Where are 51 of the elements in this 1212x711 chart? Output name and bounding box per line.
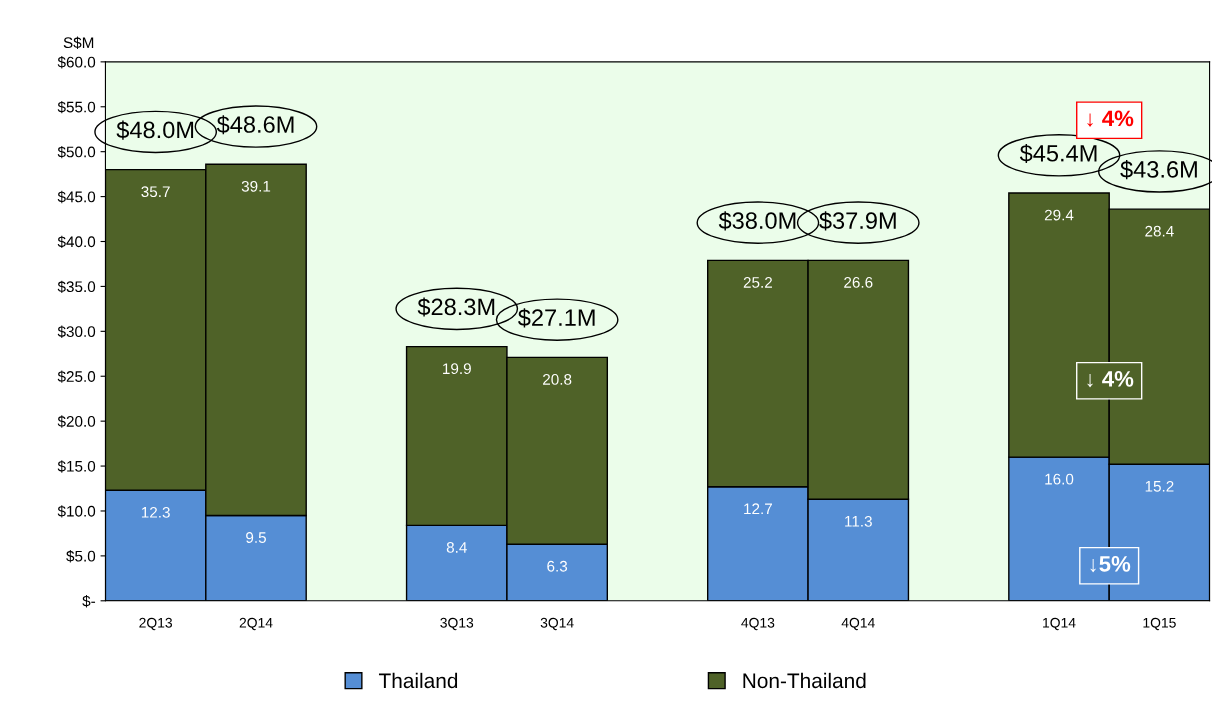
y-tick-label: $45.0 <box>57 190 96 204</box>
data-label: 9.5 <box>246 532 266 543</box>
x-tick-label: 2Q14 <box>239 617 273 631</box>
y-tick-label: $40.0 <box>57 235 96 249</box>
data-label: 12.7 <box>744 503 772 515</box>
data-label: 35.7 <box>141 186 170 198</box>
total-label: $27.1M <box>518 308 595 328</box>
y-tick-label: $60.0 <box>57 56 96 69</box>
data-label: 19.9 <box>443 363 471 375</box>
data-label: 12.3 <box>141 506 170 518</box>
x-tick-label: 3Q14 <box>540 617 574 631</box>
data-label: 28.4 <box>1145 225 1174 237</box>
data-label: 20.8 <box>543 374 572 385</box>
data-label: 26.6 <box>844 277 873 288</box>
data-label: 29.4 <box>1044 209 1074 221</box>
total-label: $28.3M <box>417 297 495 317</box>
x-tick-label: 4Q13 <box>741 617 775 631</box>
total-label: $45.4M <box>1019 143 1097 164</box>
annotation: ↓ 4% <box>1087 371 1134 388</box>
annotation: ↓5% <box>1090 556 1131 573</box>
annotation: ↓ 4% <box>1087 110 1134 127</box>
data-label: 6.3 <box>547 560 568 572</box>
x-tick-label: 3Q13 <box>440 617 474 631</box>
total-label: $38.0M <box>718 211 796 231</box>
y-tick-label: $25.0 <box>57 370 96 383</box>
x-tick-label: 1Q14 <box>1043 617 1076 631</box>
y-tick-label: $5.0 <box>66 550 96 563</box>
data-label: 11.3 <box>845 515 872 527</box>
legend-label: Thailand <box>378 672 458 689</box>
data-label: 8.4 <box>446 541 467 553</box>
data-label: 25.2 <box>743 277 772 288</box>
total-label: $43.6M <box>1120 160 1197 180</box>
data-label: 16.0 <box>1045 473 1074 485</box>
legend-label: Non-Thailand <box>743 672 866 689</box>
total-label: $48.6M <box>216 115 294 135</box>
x-tick-label: 1Q15 <box>1143 617 1176 631</box>
y-tick-label: $55.0 <box>57 100 96 114</box>
y-tick-label: $20.0 <box>57 415 96 428</box>
total-label: $37.9M <box>819 211 896 231</box>
x-tick-label: 4Q14 <box>841 617 875 631</box>
y-tick-label: $15.0 <box>57 460 96 473</box>
y-tick-label: $10.0 <box>57 505 96 518</box>
y-axis-title: S$M <box>63 36 94 49</box>
data-label: 39.1 <box>241 180 271 192</box>
y-tick-label: $35.0 <box>57 280 96 294</box>
total-label: $48.0M <box>116 120 194 140</box>
x-tick-label: 2Q13 <box>139 617 173 631</box>
y-tick-label: $30.0 <box>57 325 96 338</box>
y-tick-label: $50.0 <box>57 145 96 159</box>
y-tick-label: $- <box>82 595 96 608</box>
data-label: 15.2 <box>1145 480 1174 492</box>
